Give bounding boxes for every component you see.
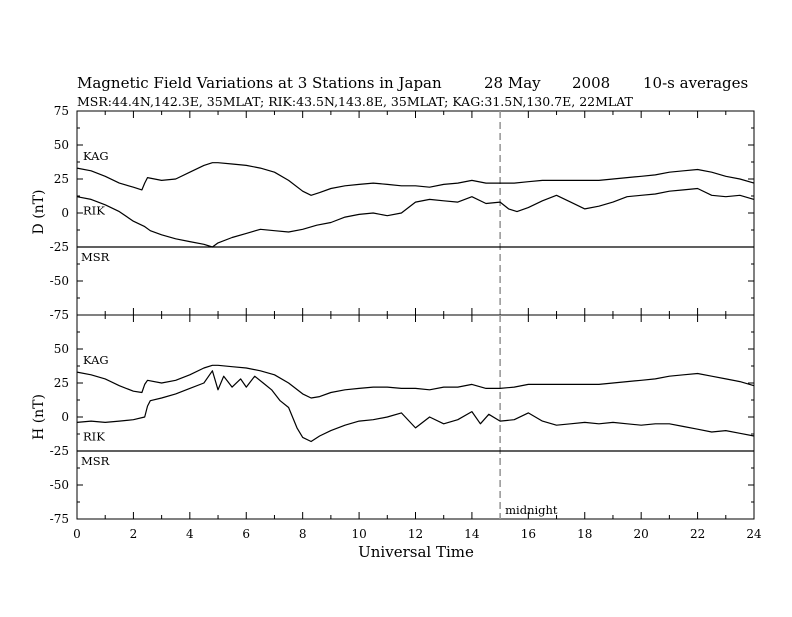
d-panel-frame [76,110,755,316]
h-label-rik: RIK [83,429,105,443]
h-series-kag [76,364,755,399]
chart-title: Magnetic Field Variations at 3 Stations … [77,74,442,92]
xtick-label: 8 [299,527,307,541]
d-ytick-label: 25 [54,172,69,186]
xtick-label: 0 [73,527,81,541]
h-series-rik [76,370,755,443]
d-series-rik [76,187,755,248]
xtick-label: 18 [577,527,592,541]
h-ytick-label: 25 [54,376,69,390]
panel-d: 75 50 25 0 -25 -50 -75 KAG RIK MSR [50,104,755,322]
xtick-label: 22 [690,527,705,541]
d-series-kag [76,162,755,196]
xtick-label: 6 [242,527,250,541]
h-ytick-label: 0 [61,410,69,424]
d-ytick-label: -75 [50,308,69,322]
midnight-label: midnight [505,503,558,517]
chart-year: 2008 [572,74,610,92]
d-ytick-label: 0 [61,206,69,220]
h-label-kag: KAG [83,353,109,367]
xtick-label: 14 [464,527,480,541]
x-axis-label: Universal Time [358,543,474,561]
d-panel-ylabel: D (nT) [31,190,47,235]
h-label-msr: MSR [81,454,110,468]
xtick-label: 4 [186,527,194,541]
xtick-label: 16 [521,527,536,541]
d-ytick-label: -50 [50,274,69,288]
xtick-label: 20 [634,527,649,541]
d-label-rik: RIK [83,204,105,218]
xtick-label: 10 [351,527,366,541]
d-ytick-label: 50 [54,138,69,152]
xtick-label: 12 [408,527,423,541]
h-ytick-label: -50 [50,478,69,492]
d-label-kag: KAG [83,149,109,163]
d-ytick-label: 75 [54,104,69,118]
chart-date: 28 May [484,74,541,92]
h-panel-ylabel: H (nT) [31,394,47,440]
h-panel-frame [76,314,755,520]
d-label-msr: MSR [81,250,110,264]
xtick-label: 24 [746,527,762,541]
h-ytick-label: -75 [50,512,69,526]
h-ytick-label: -25 [50,444,69,458]
h-ytick-label: 50 [54,342,69,356]
chart-subtitle: MSR:44.4N,142.3E, 35MLAT; RIK:43.5N,143.… [77,94,634,109]
xtick-label: 2 [130,527,138,541]
chart-averages: 10-s averages [643,74,748,92]
d-ytick-label: -25 [50,240,69,254]
